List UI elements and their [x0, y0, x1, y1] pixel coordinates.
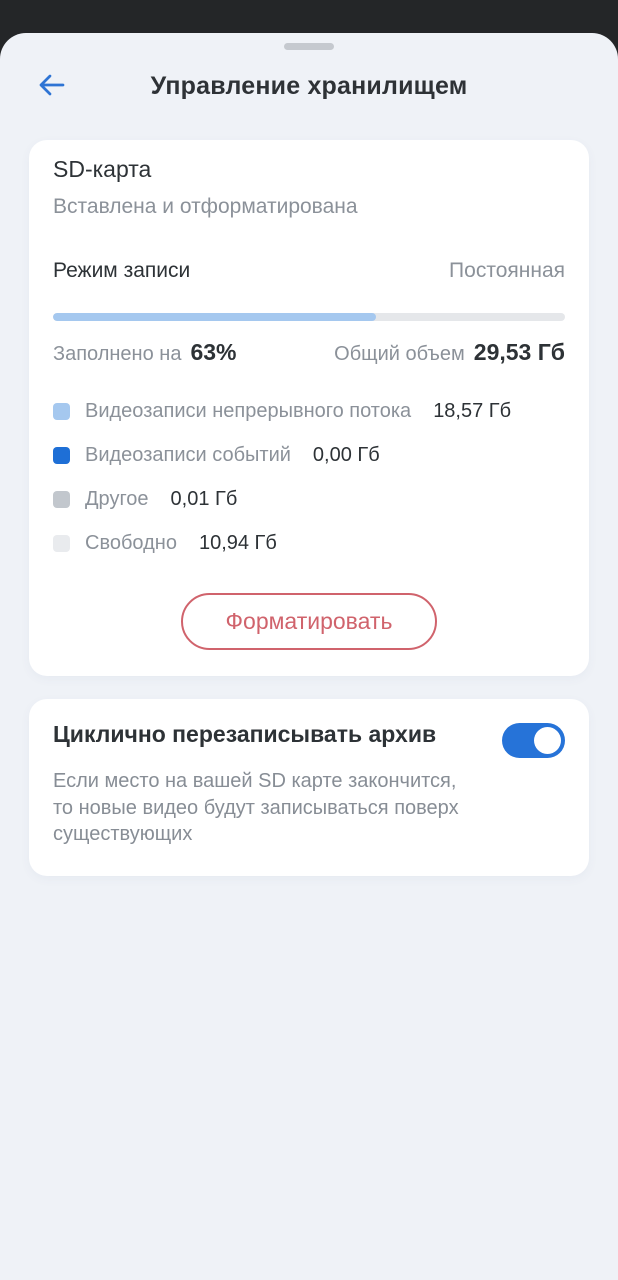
filled-label: Заполнено на [53, 343, 182, 365]
legend-value: 18,57 Гб [433, 400, 512, 422]
filled-value: 63% [190, 339, 237, 365]
storage-stats-row: Заполнено на 63% Общий объем 29,53 Гб [53, 339, 565, 366]
legend-label: Видеозаписи непрерывного потока [85, 400, 412, 422]
stream-swatch-icon [53, 403, 70, 420]
storage-progress-bar [53, 313, 565, 321]
overwrite-title: Циклично перезаписывать архив [53, 721, 437, 747]
record-mode-row[interactable]: Режим записи Постоянная [53, 259, 565, 283]
legend-value: 0,01 Гб [170, 488, 238, 510]
legend-value: 0,00 Гб [312, 444, 380, 466]
format-button[interactable]: Форматировать [181, 593, 437, 650]
record-mode-value: Постоянная [449, 259, 565, 282]
legend-label: Другое [85, 488, 149, 510]
header: Управление хранилищем [0, 66, 618, 106]
total-value: 29,53 Гб [473, 339, 565, 365]
back-button[interactable] [30, 66, 74, 106]
overwrite-toggle[interactable] [502, 723, 565, 758]
events-swatch-icon [53, 447, 70, 464]
overwrite-header: Циклично перезаписывать архив [53, 721, 565, 758]
free-swatch-icon [53, 535, 70, 552]
toggle-knob [534, 727, 561, 754]
drag-handle[interactable] [284, 43, 334, 50]
storage-progress-fill [53, 313, 376, 321]
legend-label: Видеозаписи событий [85, 444, 291, 466]
legend-label: Свободно [85, 532, 177, 554]
legend-item-stream: Видеозаписи непрерывного потока 18,57 Гб [53, 400, 565, 423]
legend-item-events: Видеозаписи событий 0,00 Гб [53, 444, 565, 467]
sd-card-panel: SD-карта Вставлена и отформатирована Реж… [29, 140, 589, 676]
overwrite-description: Если место на вашей SD карте закончится,… [53, 770, 459, 846]
total-label: Общий объем [334, 343, 465, 365]
filled-stat: Заполнено на 63% [53, 339, 237, 366]
storage-bottom-sheet: Управление хранилищем SD-карта Вставлена… [0, 33, 618, 1280]
total-stat: Общий объем 29,53 Гб [334, 339, 565, 366]
record-mode-label: Режим записи [53, 259, 191, 282]
page-title: Управление хранилищем [150, 71, 468, 100]
legend-item-other: Другое 0,01 Гб [53, 488, 565, 511]
storage-legend: Видеозаписи непрерывного потока 18,57 Гб… [53, 400, 565, 555]
sd-card-title: SD-карта [53, 156, 152, 182]
back-icon [37, 72, 67, 101]
other-swatch-icon [53, 491, 70, 508]
overwrite-panel: Циклично перезаписывать архив Если место… [29, 699, 589, 876]
sd-card-status: Вставлена и отформатирована [53, 195, 358, 218]
legend-item-free: Свободно 10,94 Гб [53, 532, 565, 555]
legend-value: 10,94 Гб [198, 532, 277, 554]
